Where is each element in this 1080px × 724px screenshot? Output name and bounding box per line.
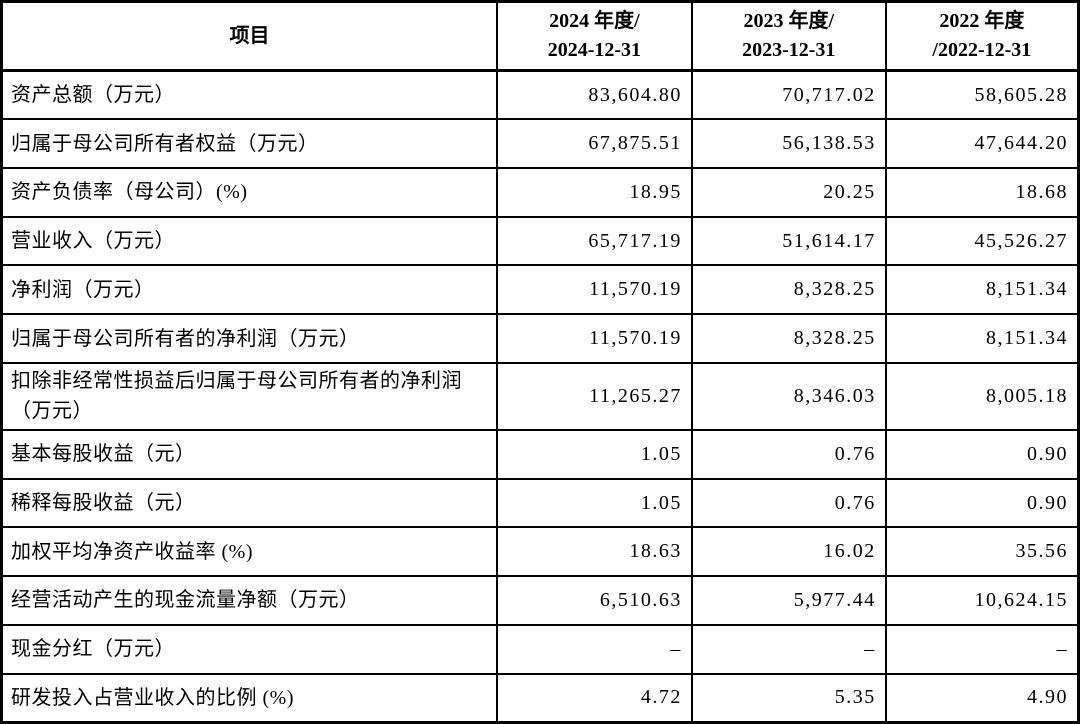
value-2022: 4.90 <box>884 672 1080 724</box>
value-2023: 16.02 <box>690 526 887 578</box>
row-label: 资产总额（万元） <box>0 69 498 121</box>
row-label: 归属于母公司所有者的净利润（万元） <box>0 313 498 364</box>
value-2023: 56,138.53 <box>690 118 887 169</box>
header-row: 项目 2024 年度/ 2024-12-31 2023 年度/ 2023-12-… <box>0 0 1080 72</box>
value-2024: 11,570.19 <box>495 313 693 364</box>
value-2023: 8,328.25 <box>690 313 887 364</box>
value-2024: 11,570.19 <box>495 264 693 316</box>
value-2022: 0.90 <box>884 477 1080 529</box>
row-label: 资产负债率（母公司）(%) <box>0 166 498 218</box>
row-label: 经营活动产生的现金流量净额（万元） <box>0 575 498 626</box>
row-label: 净利润（万元） <box>0 264 498 316</box>
value-2024: 18.63 <box>495 526 693 578</box>
value-2024: 67,875.51 <box>495 118 693 169</box>
table-row-cash-dividend: 现金分红（万元） – – – <box>0 623 1080 675</box>
table-row-basic-eps: 基本每股收益（元） 1.05 0.76 0.90 <box>0 428 1080 480</box>
table-row-operating-revenue: 营业收入（万元） 65,717.19 51,614.17 45,526.27 <box>0 215 1080 267</box>
header-2023-date: 2023-12-31 <box>742 39 836 61</box>
row-label: 加权平均净资产收益率 (%) <box>0 526 498 578</box>
value-2023: 0.76 <box>690 477 887 529</box>
value-2024: 4.72 <box>495 672 693 724</box>
value-2023: 8,346.03 <box>690 361 887 431</box>
value-2024: 11,265.27 <box>495 361 693 431</box>
table-row-total-assets: 资产总额（万元） 83,604.80 70,717.02 58,605.28 <box>0 69 1080 121</box>
table-row-parent-equity: 归属于母公司所有者权益（万元） 67,875.51 56,138.53 47,6… <box>0 118 1080 169</box>
header-2022-date: /2022-12-31 <box>932 39 1032 61</box>
row-label: 扣除非经常性损益后归属于母公司所有者的净利润（万元） <box>0 361 498 431</box>
row-label: 现金分红（万元） <box>0 623 498 675</box>
table-row-parent-net-profit: 归属于母公司所有者的净利润（万元） 11,570.19 8,328.25 8,1… <box>0 313 1080 364</box>
header-year-2023: 2023 年度/ 2023-12-31 <box>690 0 887 72</box>
value-2023: 51,614.17 <box>690 215 887 267</box>
table-row-deducted-net-profit: 扣除非经常性损益后归属于母公司所有者的净利润（万元） 11,265.27 8,3… <box>0 361 1080 431</box>
value-2023: – <box>690 623 887 675</box>
value-2024: 18.95 <box>495 166 693 218</box>
table-row-net-profit: 净利润（万元） 11,570.19 8,328.25 8,151.34 <box>0 264 1080 316</box>
header-year-2024: 2024 年度/ 2024-12-31 <box>495 0 693 72</box>
value-2022: 35.56 <box>884 526 1080 578</box>
header-year-2022: 2022 年度 /2022-12-31 <box>884 0 1080 72</box>
table-row-rd-ratio: 研发投入占营业收入的比例 (%) 4.72 5.35 4.90 <box>0 672 1080 724</box>
row-label: 基本每股收益（元） <box>0 428 498 480</box>
value-2024: 83,604.80 <box>495 69 693 121</box>
value-2024: – <box>495 623 693 675</box>
table-row-diluted-eps: 稀释每股收益（元） 1.05 0.76 0.90 <box>0 477 1080 529</box>
value-2024: 1.05 <box>495 428 693 480</box>
table-row-operating-cash-flow: 经营活动产生的现金流量净额（万元） 6,510.63 5,977.44 10,6… <box>0 575 1080 626</box>
value-2022: 10,624.15 <box>884 575 1080 626</box>
row-label: 研发投入占营业收入的比例 (%) <box>0 672 498 724</box>
value-2022: 8,151.34 <box>884 313 1080 364</box>
header-2023-period: 2023 年度/ <box>743 10 835 32</box>
table-body: 资产总额（万元） 83,604.80 70,717.02 58,605.28 归… <box>0 69 1080 724</box>
value-2022: – <box>884 623 1080 675</box>
value-2023: 70,717.02 <box>690 69 887 121</box>
header-2024-period: 2024 年度/ <box>549 10 640 32</box>
value-2023: 5.35 <box>690 672 887 724</box>
value-2022: 0.90 <box>884 428 1080 480</box>
value-2022: 18.68 <box>884 166 1080 218</box>
value-2023: 0.76 <box>690 428 887 480</box>
value-2022: 8,151.34 <box>884 264 1080 316</box>
table-header: 项目 2024 年度/ 2024-12-31 2023 年度/ 2023-12-… <box>0 0 1080 72</box>
row-label: 稀释每股收益（元） <box>0 477 498 529</box>
table-row-weighted-roe: 加权平均净资产收益率 (%) 18.63 16.02 35.56 <box>0 526 1080 578</box>
value-2024: 65,717.19 <box>495 215 693 267</box>
value-2024: 1.05 <box>495 477 693 529</box>
value-2024: 6,510.63 <box>495 575 693 626</box>
header-2024-date: 2024-12-31 <box>547 39 642 61</box>
value-2022: 58,605.28 <box>884 69 1080 121</box>
value-2023: 20.25 <box>690 166 887 218</box>
value-2022: 8,005.18 <box>884 361 1080 431</box>
value-2022: 47,644.20 <box>884 118 1080 169</box>
header-2022-period: 2022 年度 <box>939 10 1025 32</box>
value-2023: 5,977.44 <box>690 575 887 626</box>
row-label: 营业收入（万元） <box>0 215 498 267</box>
value-2022: 45,526.27 <box>884 215 1080 267</box>
table-row-debt-ratio: 资产负债率（母公司）(%) 18.95 20.25 18.68 <box>0 166 1080 218</box>
header-item-column: 项目 <box>0 0 498 72</box>
row-label: 归属于母公司所有者权益（万元） <box>0 118 498 169</box>
value-2023: 8,328.25 <box>690 264 887 316</box>
